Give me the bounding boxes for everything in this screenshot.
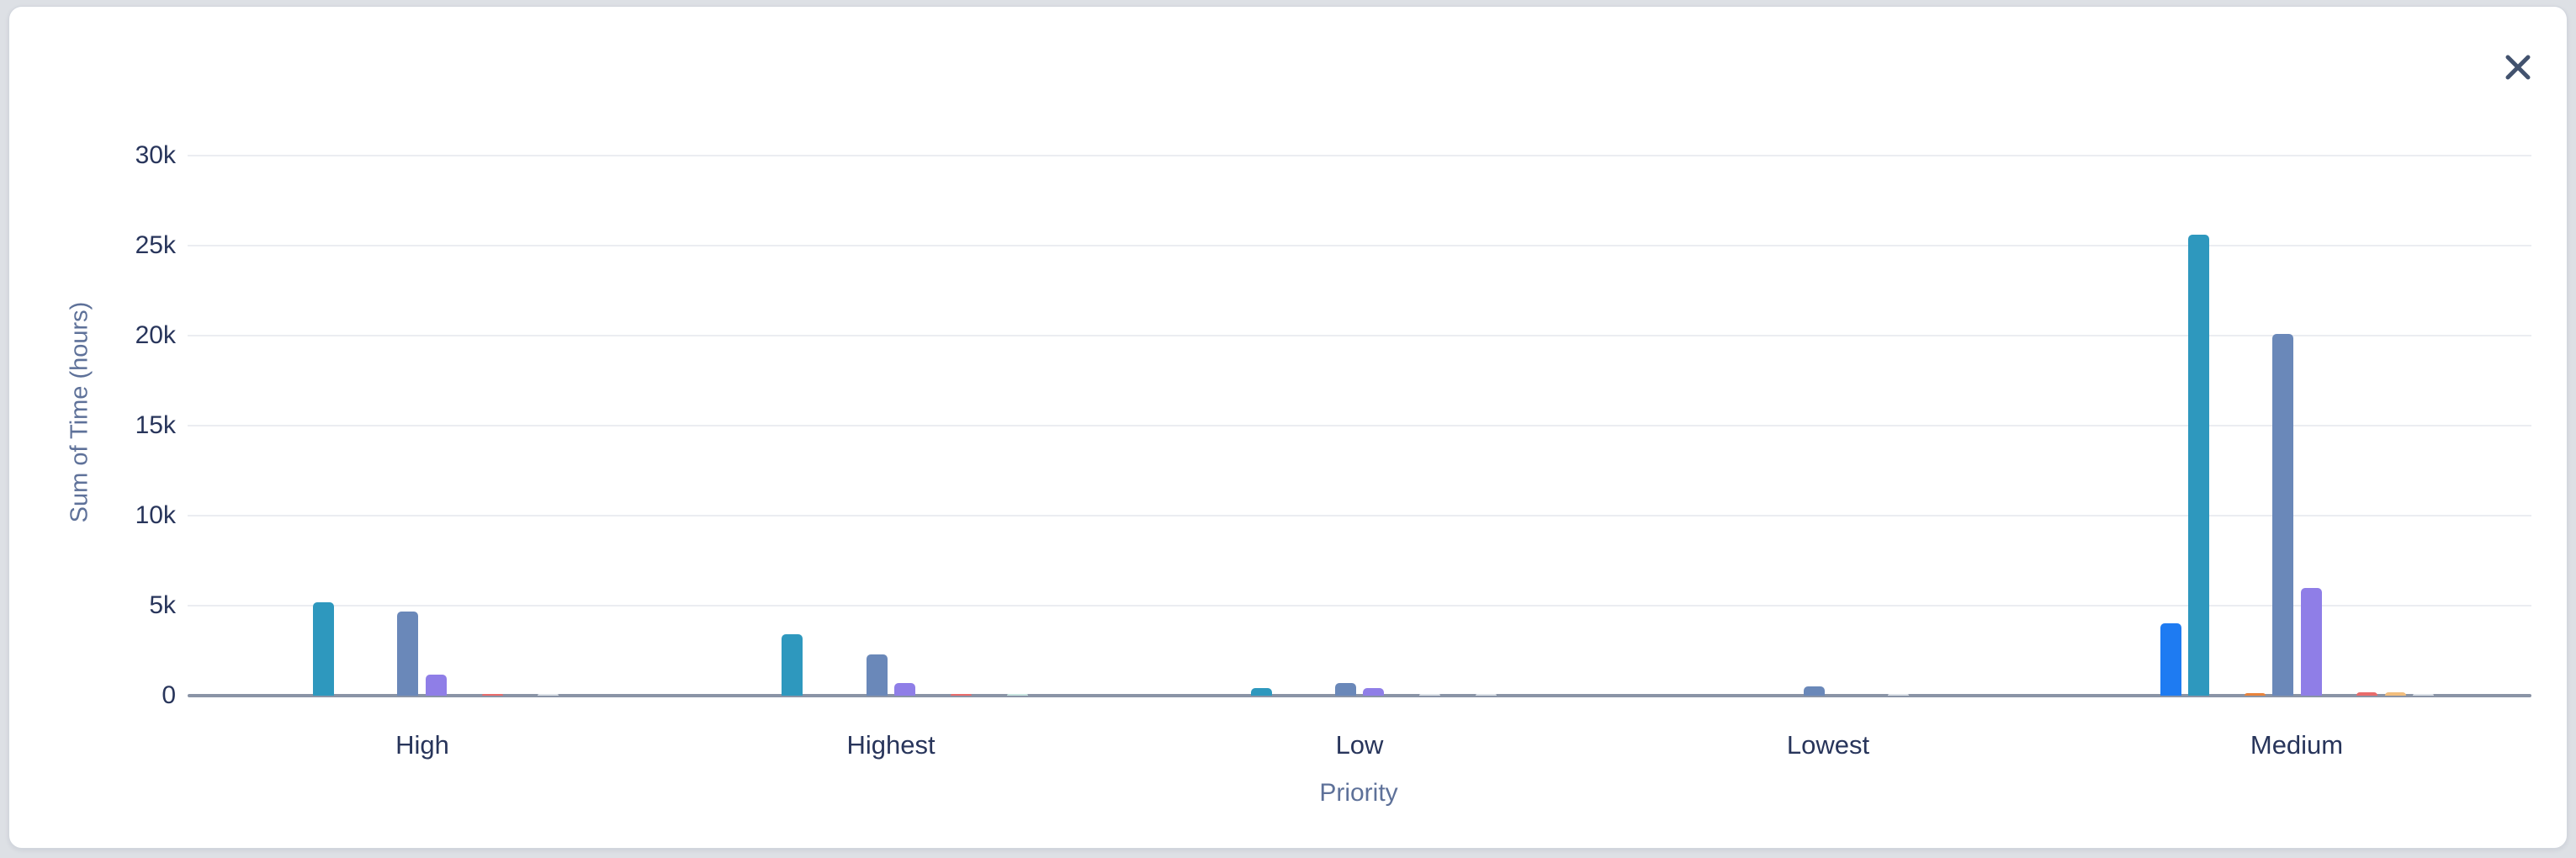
bar-high-red[interactable] [482, 694, 503, 696]
gridline [188, 245, 2531, 246]
bar-medium-orange[interactable] [2245, 693, 2266, 696]
bar-medium-palegray[interactable] [2413, 694, 2434, 696]
gridline [188, 335, 2531, 336]
y-tick-label: 0 [162, 681, 176, 709]
bar-medium-teal[interactable] [2188, 235, 2209, 696]
bar-medium-purple[interactable] [2301, 588, 2322, 696]
category-label-low: Low [1335, 730, 1384, 760]
bar-lowest-slate[interactable] [1804, 686, 1825, 696]
bar-highest-slate[interactable] [867, 654, 888, 696]
bar-high-slate[interactable] [397, 612, 418, 696]
gridline [188, 155, 2531, 156]
bar-medium-red[interactable] [2356, 692, 2377, 696]
category-label-medium: Medium [2250, 730, 2344, 760]
bar-low-palegray[interactable] [1419, 694, 1440, 696]
gridline [188, 425, 2531, 426]
y-tick-label: 25k [135, 231, 176, 259]
bar-low-teal[interactable] [1251, 688, 1272, 696]
bar-low-slate[interactable] [1335, 683, 1356, 696]
chart-area: 0 5k 10k 15k 20k 25k 30k High Highest Low Lowest Me… [9, 7, 2567, 848]
close-icon [2505, 55, 2531, 80]
bar-high-teal[interactable] [313, 602, 334, 696]
category-label-high: High [395, 730, 449, 760]
y-tick-label: 30k [135, 141, 176, 169]
bar-medium-peach[interactable] [2385, 692, 2406, 696]
category-label-lowest: Lowest [1786, 730, 1870, 760]
x-axis-line [188, 694, 2531, 697]
y-axis-title: Sum of Time (hours) [66, 301, 93, 523]
bar-highest-red[interactable] [951, 694, 972, 696]
y-tick-label: 15k [135, 411, 176, 439]
bar-high-purple[interactable] [426, 675, 447, 696]
x-axis-title: Priority [1319, 779, 1398, 807]
bar-highest-teal[interactable] [782, 634, 803, 696]
bar-highest-purple[interactable] [894, 683, 915, 696]
bar-lowest-palegray[interactable] [1888, 694, 1909, 696]
chart-dialog: 0 5k 10k 15k 20k 25k 30k High Highest Low Lowest Me… [8, 6, 2568, 849]
category-label-highest: Highest [846, 730, 936, 760]
bar-medium-blue[interactable] [2160, 623, 2181, 696]
close-button[interactable] [2496, 45, 2540, 89]
y-tick-label: 10k [135, 501, 176, 529]
y-tick-label: 20k [135, 321, 176, 349]
bar-low-purple[interactable] [1363, 688, 1384, 696]
bar-highest-paleteal[interactable] [1007, 694, 1028, 696]
y-tick-label: 5k [149, 591, 176, 619]
bar-high-palegray[interactable] [538, 694, 559, 696]
gridline [188, 605, 2531, 606]
bar-low-palegray[interactable] [1476, 694, 1497, 696]
bar-medium-slate[interactable] [2272, 334, 2293, 696]
gridline [188, 515, 2531, 516]
